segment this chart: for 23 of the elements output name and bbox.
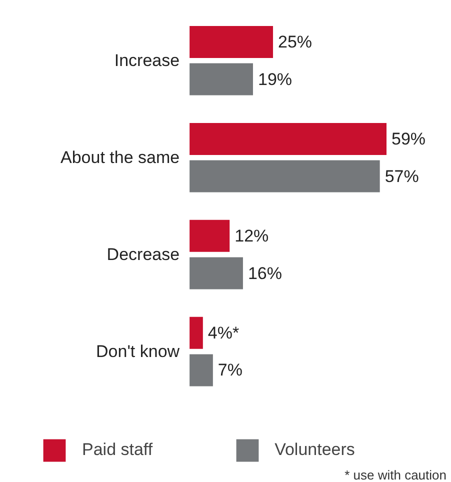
data-label: 16% [248, 264, 282, 283]
bar [190, 316, 203, 349]
y-tick-label: About the same [60, 148, 180, 168]
bar [190, 220, 230, 252]
text: * use with caution [344, 468, 447, 482]
bar [190, 354, 213, 386]
data-label: 4%* [208, 323, 240, 342]
bar [190, 26, 274, 58]
y-tick-label: Don't know [96, 342, 180, 362]
bar [190, 122, 387, 155]
y-tick-label: Decrease [106, 245, 180, 264]
data-label: 57% [384, 166, 419, 186]
data-label: 12% [234, 226, 269, 246]
bar [190, 257, 243, 290]
data-label: 19% [258, 70, 292, 89]
data-label: 25% [278, 32, 312, 52]
bar [190, 160, 380, 192]
legend-label: Paid staff [82, 440, 153, 460]
data-label: 7% [218, 360, 243, 380]
legend-label: Volunteers [274, 440, 355, 460]
data-label: 59% [392, 129, 426, 148]
bar [190, 63, 253, 96]
y-tick-label: Increase [114, 51, 180, 70]
